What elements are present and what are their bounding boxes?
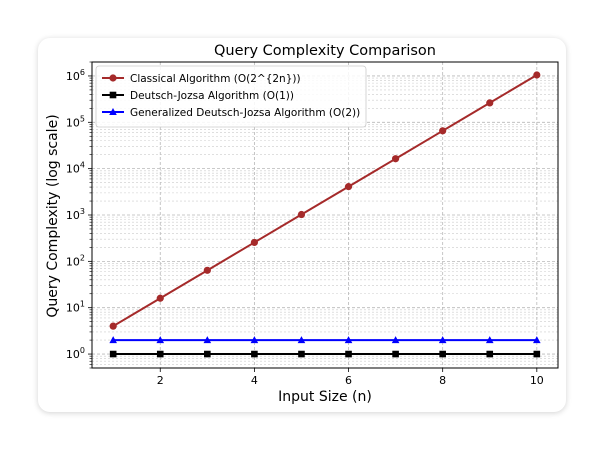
legend-label: Classical Algorithm (O(2^{2n})) <box>130 73 301 85</box>
y-tick-label: 102 <box>66 253 85 268</box>
data-point-circle <box>203 266 211 274</box>
y-tick-label: 104 <box>66 161 85 176</box>
legend-label: Generalized Deutsch-Jozsa Algorithm (O(2… <box>130 107 360 119</box>
y-tick-label: 100 <box>66 346 85 361</box>
chart-title: Query Complexity Comparison <box>214 43 436 59</box>
data-point-circle <box>297 210 306 219</box>
data-point-square <box>486 350 494 358</box>
series-1 <box>109 71 541 330</box>
data-point-triangle <box>109 108 117 115</box>
series-3 <box>109 336 541 344</box>
x-tick-label: 10 <box>530 374 544 387</box>
data-point-triangle <box>156 336 165 344</box>
data-point-triangle <box>109 336 117 344</box>
data-point-square <box>345 350 352 358</box>
data-point-square <box>204 350 211 358</box>
data-point-square <box>439 350 446 358</box>
y-tick-label: 106 <box>66 68 85 83</box>
data-point-square <box>298 350 305 358</box>
data-point-triangle <box>485 336 494 344</box>
series-2 <box>109 350 541 358</box>
x-axis-title: Input Size (n) <box>278 389 372 405</box>
x-tick-label: 6 <box>345 374 352 387</box>
legend-box <box>95 65 367 128</box>
data-point-triangle <box>344 336 353 344</box>
data-point-circle <box>156 294 164 302</box>
data-point-square <box>156 350 164 358</box>
data-point-triangle <box>391 336 400 344</box>
data-point-triangle <box>297 336 306 344</box>
legend: Classical Algorithm (O(2^{2n})) Deutsch-J… <box>95 65 367 128</box>
data-point-square <box>109 350 117 358</box>
data-point-square <box>392 350 399 358</box>
data-point-square <box>533 350 541 358</box>
data-point-square <box>251 350 258 358</box>
data-point-circle <box>439 127 447 135</box>
data-point-triangle <box>438 336 447 344</box>
y-tick-label: 105 <box>66 114 85 129</box>
legend-item: Generalized Deutsch-Jozsa Algorithm (O(2… <box>102 107 360 119</box>
grid-lines <box>92 61 558 369</box>
legend-label: Deutsch-Jozsa Algorithm (O(1)) <box>130 90 294 102</box>
y-axis-title: Query Complexity (log scale) <box>45 114 61 317</box>
y-tick-label: 103 <box>66 207 85 222</box>
series-line <box>112 74 538 328</box>
legend-item: Deutsch-Jozsa Algorithm (O(1)) <box>102 90 294 102</box>
data-point-circle <box>109 322 117 330</box>
data-point-triangle <box>250 336 259 344</box>
data-point-circle <box>533 71 541 79</box>
plot-series <box>109 71 541 358</box>
data-point-circle <box>344 183 353 191</box>
data-point-triangle <box>533 336 541 344</box>
data-point-circle <box>250 238 258 247</box>
data-point-circle <box>109 74 117 82</box>
data-point-square <box>109 91 117 99</box>
data-point-circle <box>392 155 400 163</box>
y-tick-label: 101 <box>66 300 85 315</box>
x-tick-label: 2 <box>157 374 164 387</box>
x-tick-label: 4 <box>251 374 258 387</box>
legend-item: Classical Algorithm (O(2^{2n})) <box>102 73 301 85</box>
data-point-circle <box>486 99 494 107</box>
axes: 100 101 102 103 104 105 106 2 4 6 8 10 <box>66 61 544 387</box>
data-point-triangle <box>203 336 212 344</box>
x-tick-label: 8 <box>439 374 446 387</box>
